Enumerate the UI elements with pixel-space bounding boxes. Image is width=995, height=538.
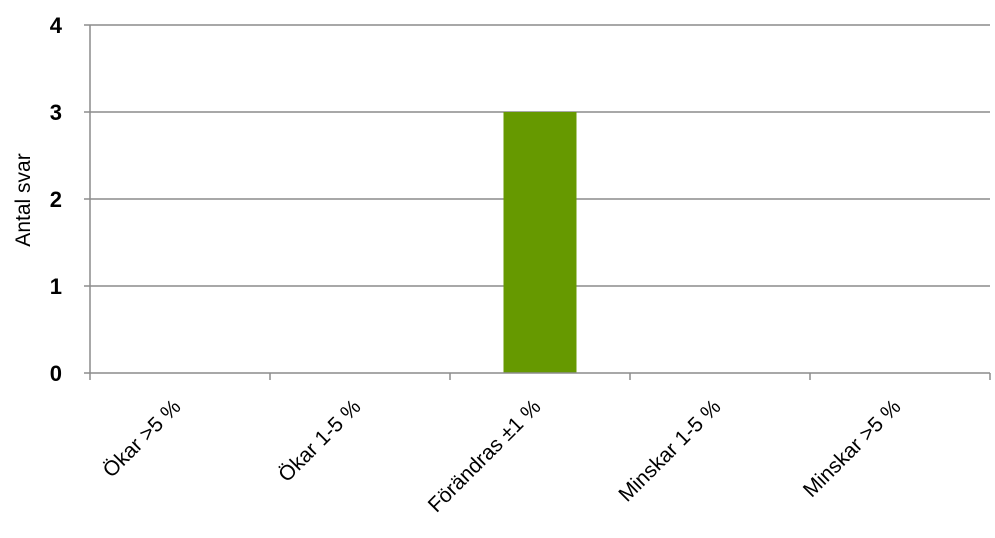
y-tick-label-2: 2 <box>50 187 62 212</box>
y-tick-label-0: 0 <box>50 361 62 386</box>
y-tick-label-4: 4 <box>50 13 63 38</box>
x-tick-label-2: Ökar 1-5 % <box>274 395 365 486</box>
axes <box>84 24 991 380</box>
y-tick-label-3: 3 <box>50 100 62 125</box>
bar-3 <box>503 112 577 373</box>
y-tick-labels: 0 1 2 3 4 <box>50 13 63 386</box>
x-tick-label-3: Förändras ±1 % <box>424 395 546 517</box>
x-tick-label-4: Minskar 1-5 % <box>614 395 725 506</box>
x-tick-label-5: Minskar >5 % <box>799 395 906 502</box>
y-axis-label: Antal svar <box>12 153 35 246</box>
x-tick-labels: Ökar >5 % Ökar 1-5 % Förändras ±1 % Minskar… <box>99 395 906 517</box>
y-tick-label-1: 1 <box>50 274 62 299</box>
bars <box>503 112 577 373</box>
x-tick-label-1: Ökar >5 % <box>99 395 186 482</box>
